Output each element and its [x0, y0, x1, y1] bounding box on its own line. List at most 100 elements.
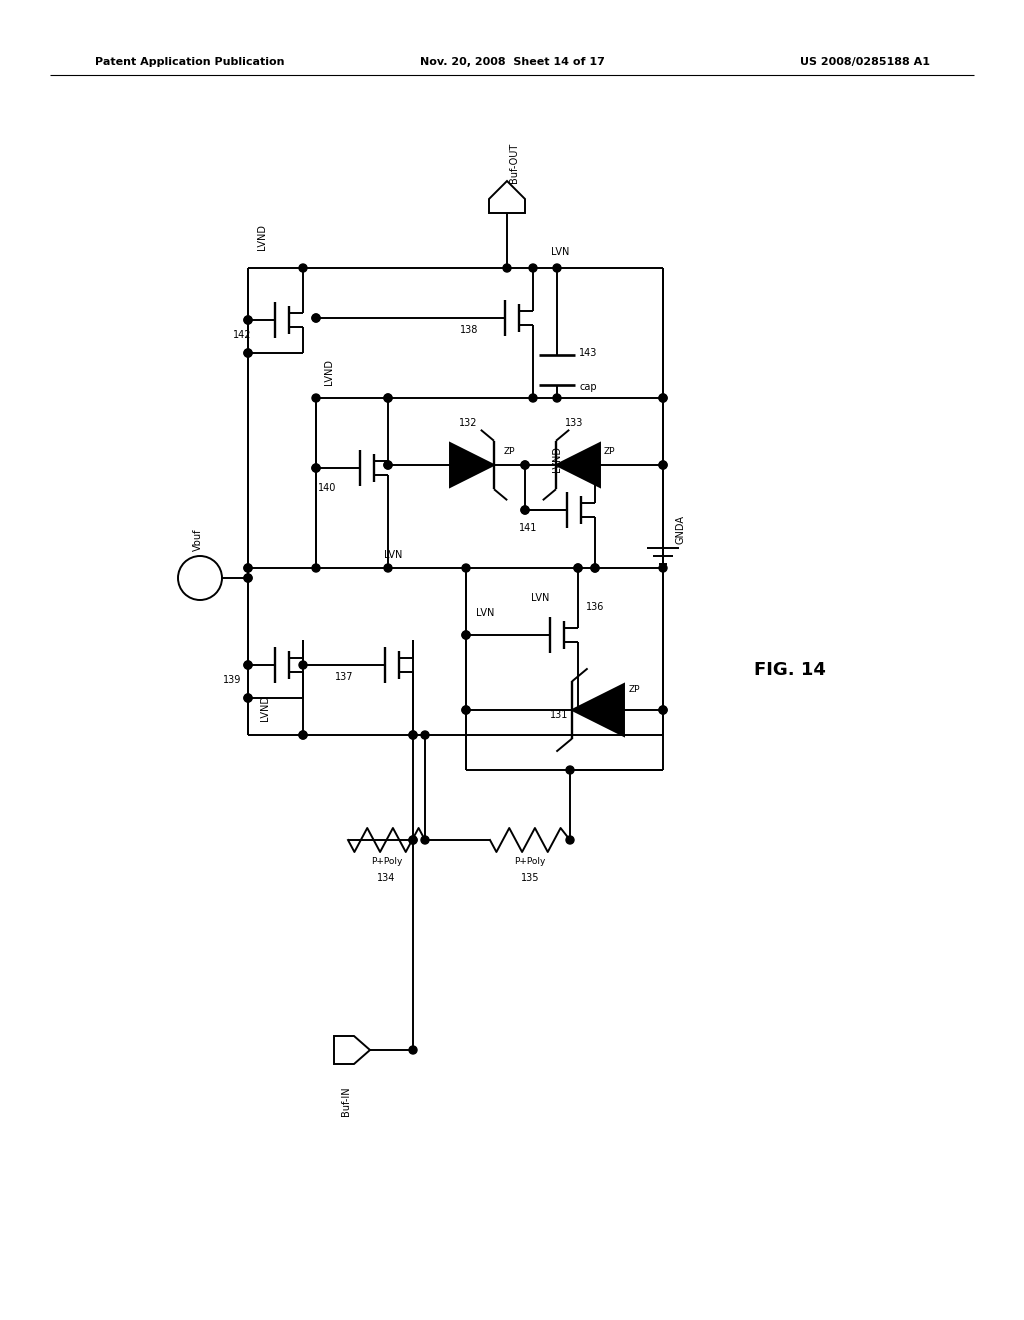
- Circle shape: [244, 564, 252, 572]
- Text: FIG. 14: FIG. 14: [754, 661, 826, 678]
- Text: US 2008/0285188 A1: US 2008/0285188 A1: [800, 57, 930, 67]
- Circle shape: [521, 506, 529, 513]
- Circle shape: [659, 393, 667, 403]
- Circle shape: [659, 706, 667, 714]
- Circle shape: [384, 393, 392, 403]
- Text: Buf-IN: Buf-IN: [341, 1086, 351, 1115]
- Text: 138: 138: [460, 325, 478, 335]
- Circle shape: [299, 264, 307, 272]
- Circle shape: [244, 574, 252, 582]
- Text: 139: 139: [223, 675, 242, 685]
- Text: 137: 137: [335, 672, 353, 682]
- Circle shape: [409, 1045, 417, 1053]
- Circle shape: [409, 731, 417, 739]
- Text: LVND: LVND: [324, 359, 334, 385]
- Text: 143: 143: [579, 348, 597, 358]
- Circle shape: [529, 264, 537, 272]
- Text: 140: 140: [318, 483, 336, 492]
- Circle shape: [659, 461, 667, 469]
- Circle shape: [462, 706, 470, 714]
- Circle shape: [312, 314, 319, 322]
- Circle shape: [462, 631, 470, 639]
- Circle shape: [244, 315, 252, 323]
- Circle shape: [244, 564, 252, 572]
- Circle shape: [244, 574, 252, 582]
- Circle shape: [566, 836, 574, 843]
- Circle shape: [312, 314, 319, 322]
- Circle shape: [421, 836, 429, 843]
- Polygon shape: [556, 444, 600, 487]
- Circle shape: [574, 564, 582, 572]
- Text: ZP: ZP: [629, 685, 640, 694]
- Circle shape: [574, 564, 582, 572]
- Circle shape: [659, 706, 667, 714]
- Circle shape: [591, 564, 599, 572]
- Circle shape: [553, 393, 561, 403]
- Text: 135: 135: [521, 873, 540, 883]
- Circle shape: [244, 661, 252, 669]
- Circle shape: [521, 461, 529, 469]
- Circle shape: [244, 315, 252, 323]
- Circle shape: [659, 393, 667, 403]
- Circle shape: [659, 461, 667, 469]
- Text: GNDA: GNDA: [675, 516, 685, 544]
- Text: 133: 133: [565, 418, 584, 428]
- Circle shape: [312, 393, 319, 403]
- Circle shape: [384, 461, 392, 469]
- Circle shape: [591, 461, 599, 469]
- Text: 136: 136: [586, 602, 604, 612]
- Text: Nov. 20, 2008  Sheet 14 of 17: Nov. 20, 2008 Sheet 14 of 17: [420, 57, 604, 67]
- Circle shape: [244, 348, 252, 356]
- Text: 132: 132: [459, 418, 477, 428]
- Text: LVND: LVND: [552, 446, 562, 473]
- Polygon shape: [450, 444, 494, 487]
- Circle shape: [591, 564, 599, 572]
- Circle shape: [409, 731, 417, 739]
- Text: 134: 134: [377, 873, 395, 883]
- Text: LVN: LVN: [551, 247, 569, 257]
- Circle shape: [384, 393, 392, 403]
- Circle shape: [553, 264, 561, 272]
- Text: cap: cap: [579, 381, 597, 392]
- Circle shape: [521, 506, 529, 513]
- Circle shape: [244, 694, 252, 702]
- Circle shape: [299, 731, 307, 739]
- Text: ZP: ZP: [504, 446, 515, 455]
- Circle shape: [421, 731, 429, 739]
- Circle shape: [384, 564, 392, 572]
- Text: Buf-OUT: Buf-OUT: [509, 143, 519, 183]
- Text: Vbuf: Vbuf: [193, 529, 203, 552]
- Circle shape: [312, 465, 319, 473]
- Text: ZP: ZP: [604, 446, 615, 455]
- Circle shape: [299, 661, 307, 669]
- Text: P+Poly: P+Poly: [371, 858, 402, 866]
- Text: LVN: LVN: [530, 593, 549, 603]
- Circle shape: [409, 836, 417, 843]
- Circle shape: [244, 348, 252, 356]
- Text: LVN: LVN: [476, 609, 495, 618]
- Circle shape: [503, 264, 511, 272]
- Circle shape: [462, 564, 470, 572]
- Circle shape: [244, 694, 252, 702]
- Text: Patent Application Publication: Patent Application Publication: [95, 57, 285, 67]
- Text: 131: 131: [550, 710, 568, 719]
- Text: 141: 141: [519, 523, 538, 533]
- Circle shape: [566, 766, 574, 774]
- Text: LVND: LVND: [260, 696, 270, 721]
- Text: P+Poly: P+Poly: [514, 858, 546, 866]
- Text: LVN: LVN: [384, 550, 402, 560]
- Text: 142: 142: [233, 330, 252, 341]
- Circle shape: [384, 461, 392, 469]
- Circle shape: [312, 465, 319, 473]
- Circle shape: [409, 836, 417, 843]
- Circle shape: [659, 564, 667, 572]
- Polygon shape: [572, 684, 624, 737]
- Text: LVND: LVND: [257, 224, 267, 249]
- Circle shape: [462, 706, 470, 714]
- Circle shape: [299, 731, 307, 739]
- Circle shape: [521, 461, 529, 469]
- Circle shape: [244, 661, 252, 669]
- Circle shape: [529, 393, 537, 403]
- Circle shape: [462, 631, 470, 639]
- Circle shape: [312, 564, 319, 572]
